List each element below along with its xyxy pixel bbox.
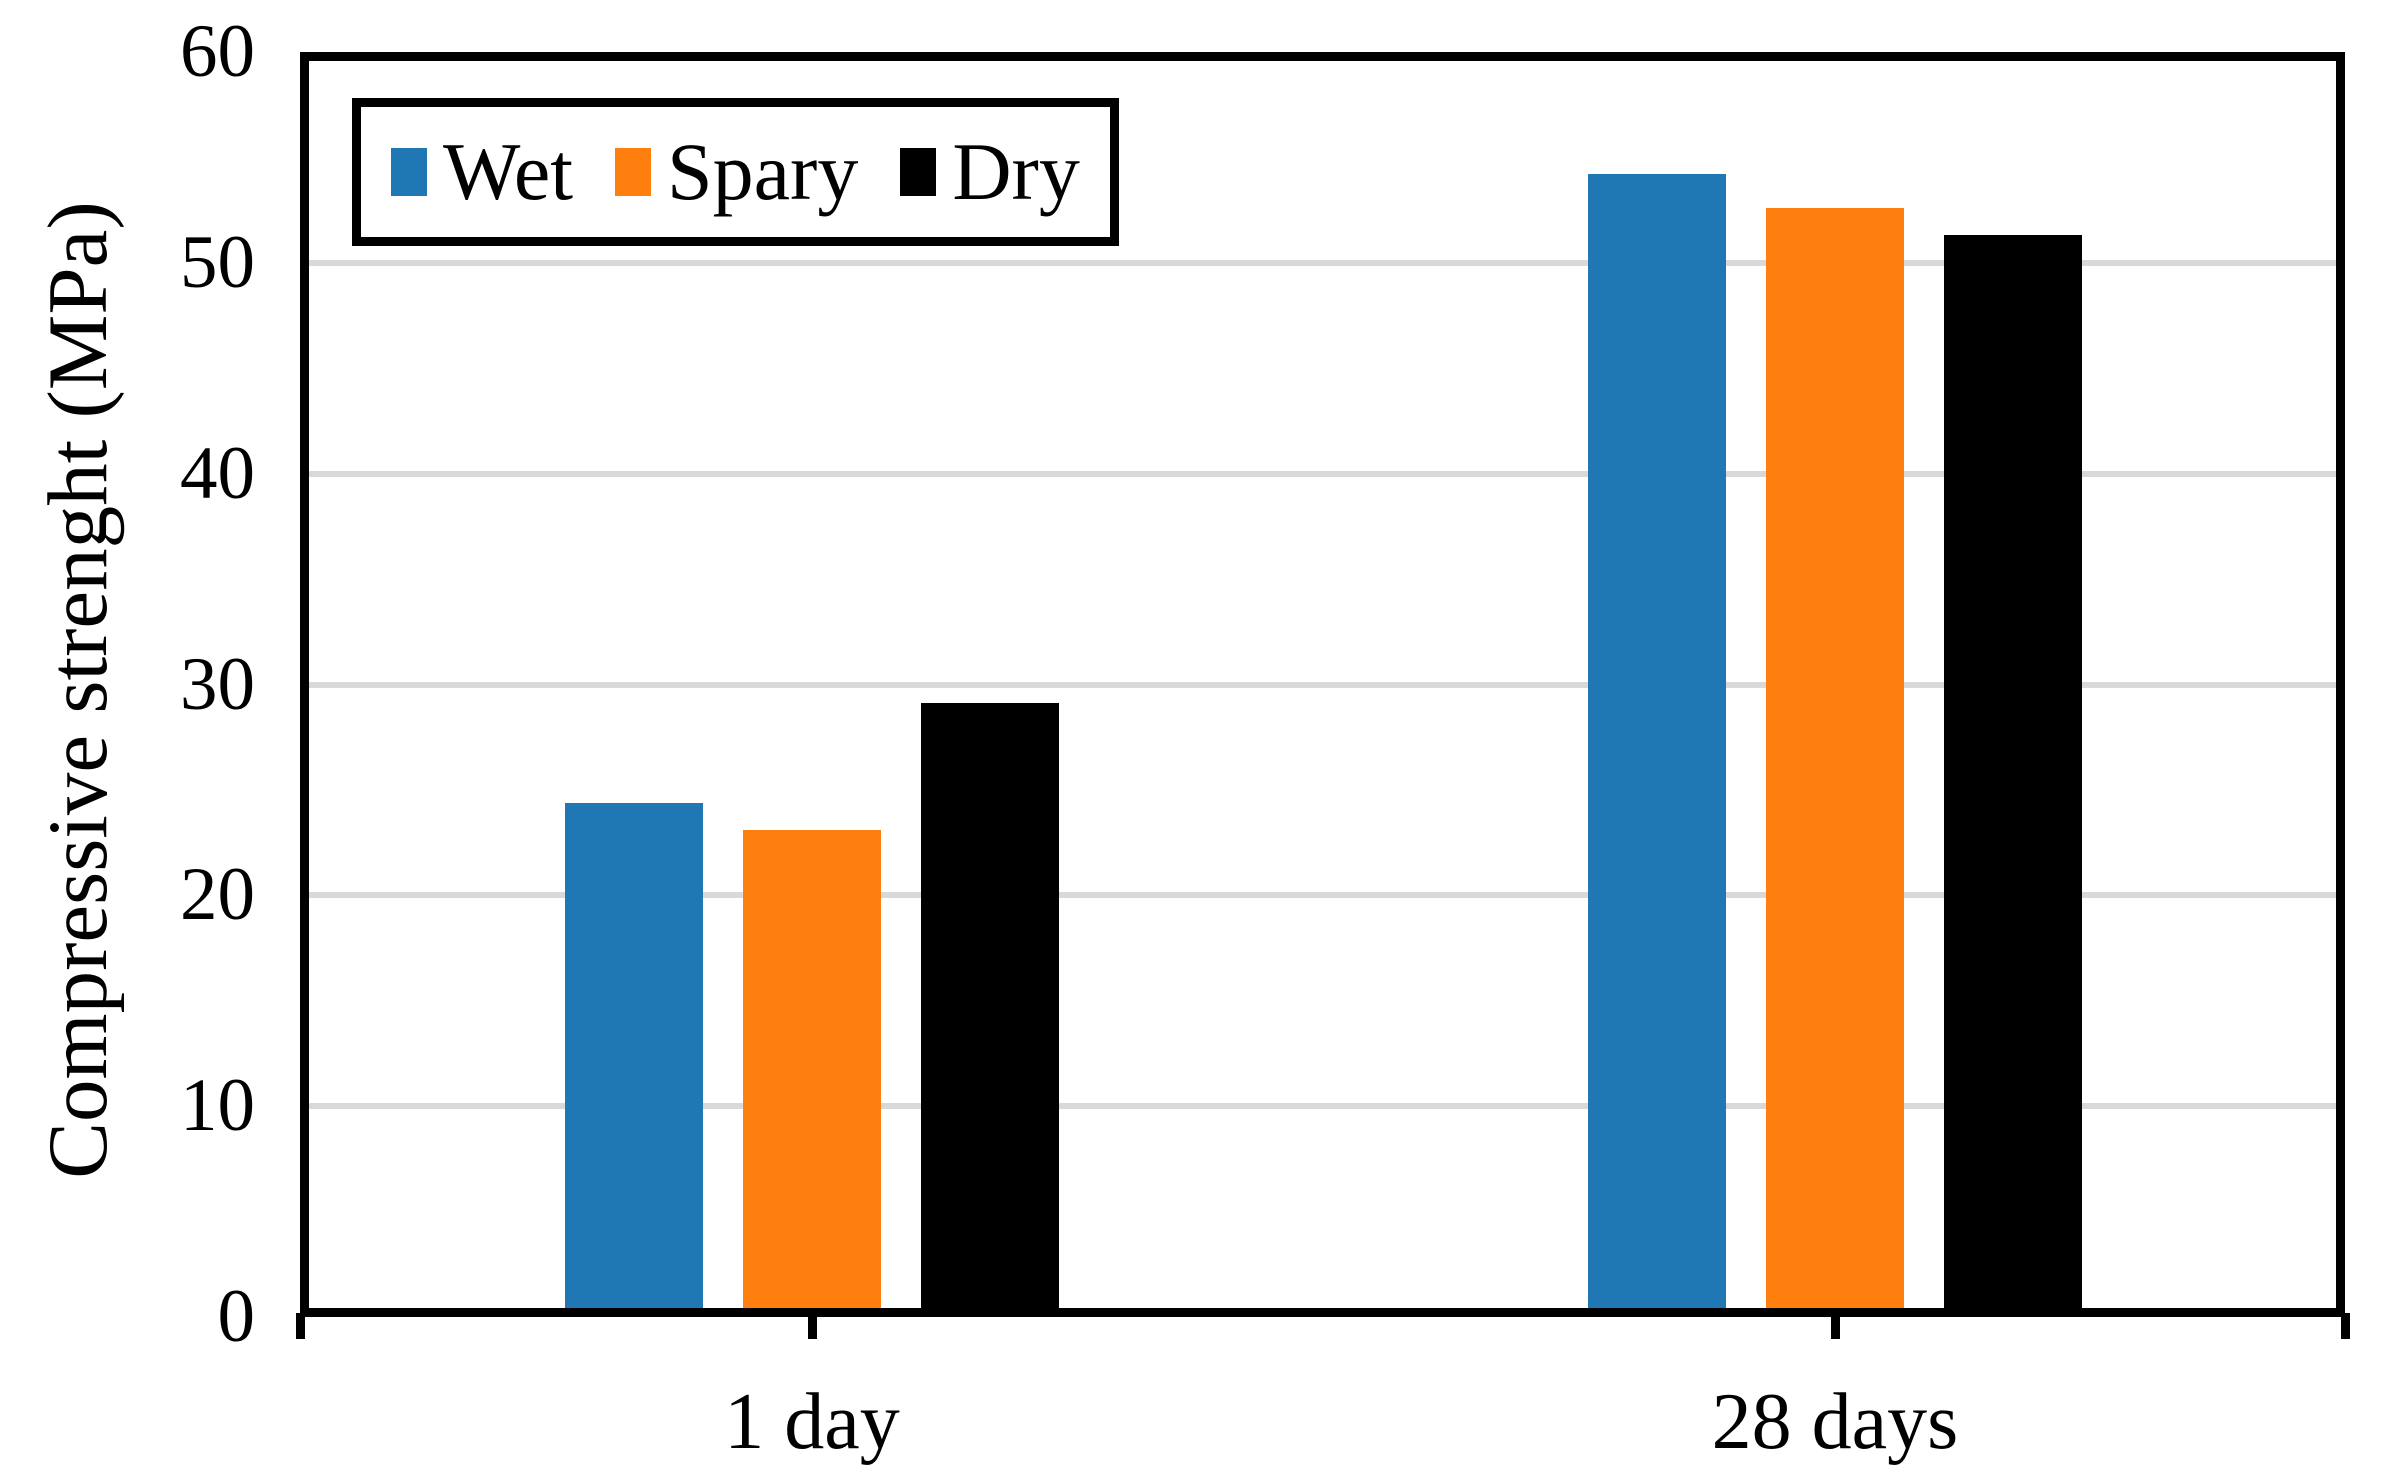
bar-dry-28-days	[1944, 235, 2082, 1317]
bar-wet-1-day	[565, 803, 703, 1317]
legend-label-dry: Dry	[952, 126, 1080, 217]
x-tick-mark	[296, 1313, 305, 1339]
y-tick-label: 60	[180, 10, 255, 93]
legend-label-wet: Wet	[443, 126, 574, 217]
wet-swatch-icon	[391, 148, 427, 196]
x-tick-mark	[2341, 1313, 2350, 1339]
legend-item-wet: Wet	[391, 122, 573, 222]
y-tick-label: 50	[180, 221, 255, 304]
legend: Wet Spary Dry	[352, 98, 1119, 246]
dry-swatch-icon	[900, 148, 937, 196]
legend-label-spary: Spary	[667, 126, 859, 217]
gridline	[300, 260, 2345, 266]
y-tick-label: 20	[180, 853, 255, 936]
x-tick-mark	[1831, 1313, 1840, 1339]
x-category-label: 1 day	[724, 1378, 900, 1466]
spary-swatch-icon	[615, 148, 652, 196]
legend-item-spary: Spary	[615, 122, 858, 222]
y-tick-label: 10	[180, 1064, 255, 1147]
x-tick-mark	[808, 1313, 817, 1339]
gridline	[300, 892, 2345, 898]
gridline	[300, 1103, 2345, 1109]
y-tick-label: 0	[217, 1275, 256, 1358]
bar-dry-1-day	[921, 703, 1059, 1317]
y-tick-label: 30	[180, 643, 255, 726]
x-category-label: 28 days	[1711, 1378, 1959, 1466]
y-tick-label: 40	[180, 432, 255, 515]
gridline	[300, 471, 2345, 477]
legend-item-dry: Dry	[900, 122, 1080, 222]
gridline	[300, 682, 2345, 688]
bar-spary-28-days	[1766, 208, 1904, 1317]
bar-spary-1-day	[743, 830, 881, 1317]
bar-wet-28-days	[1588, 174, 1726, 1317]
